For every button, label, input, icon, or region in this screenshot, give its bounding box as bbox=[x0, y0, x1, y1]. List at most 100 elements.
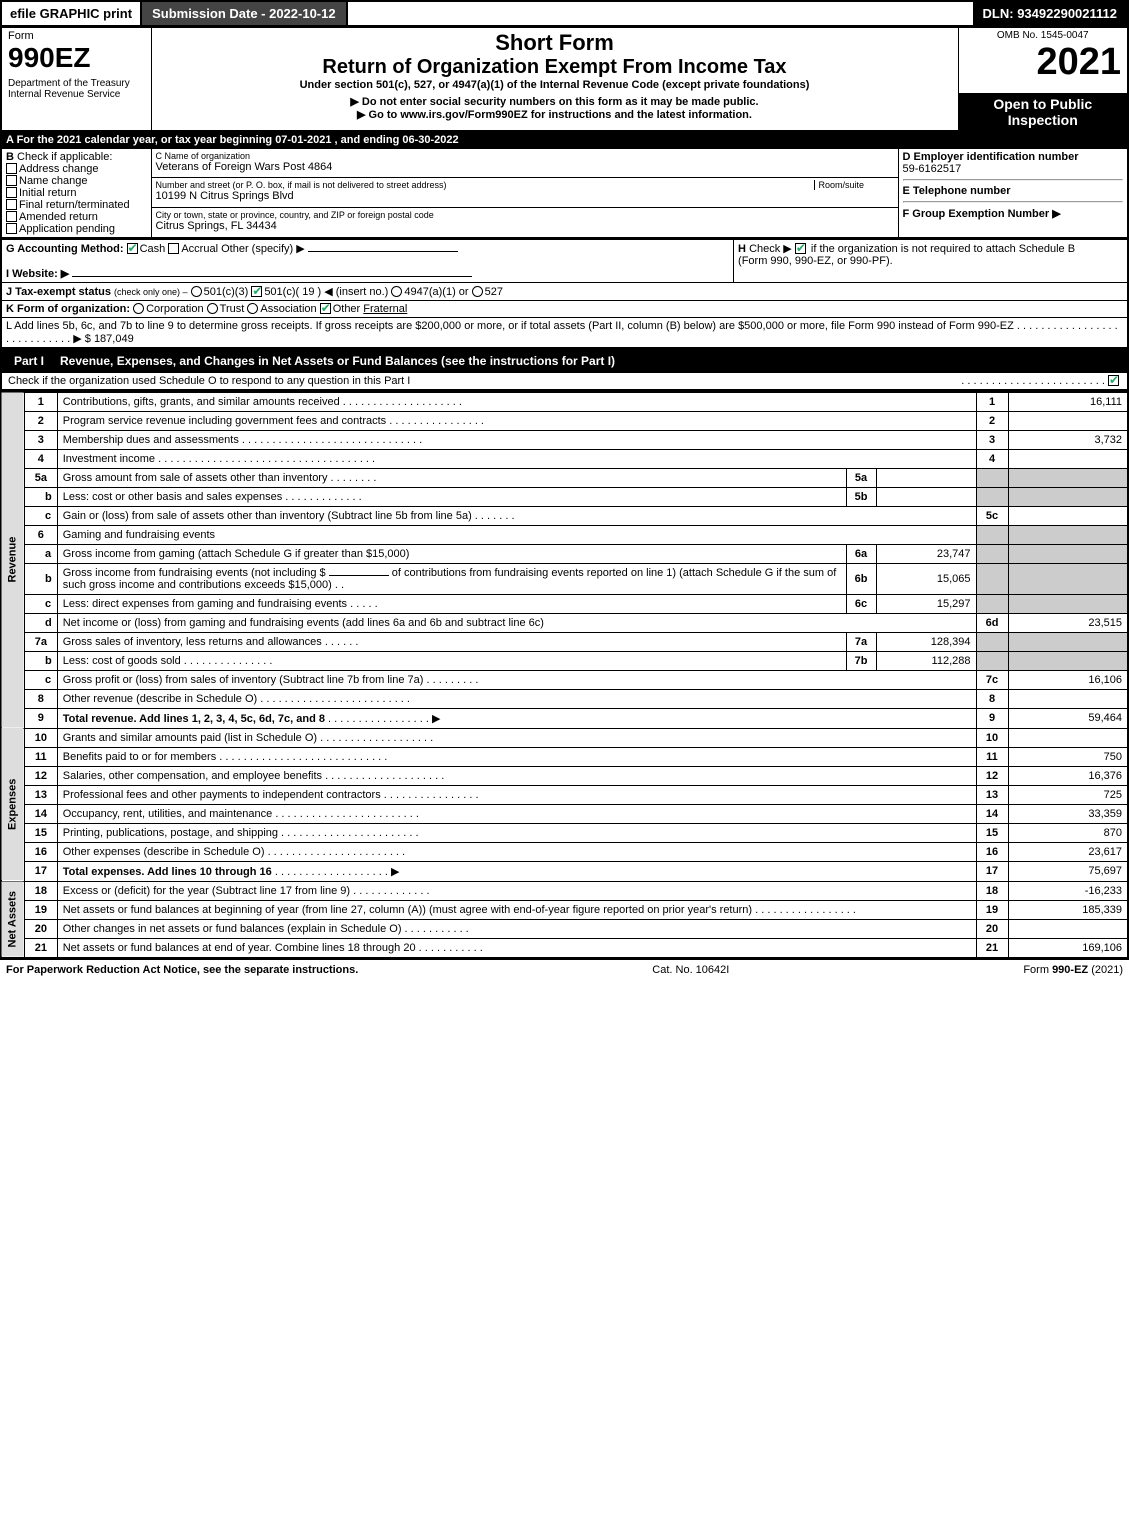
line-a-tax-year: A For the 2021 calendar year, or tax yea… bbox=[0, 132, 1129, 148]
row-21-desc: Net assets or fund balances at end of ye… bbox=[57, 938, 976, 958]
radio-trust[interactable] bbox=[207, 303, 218, 314]
row-11-num: 11 bbox=[25, 747, 58, 766]
line-k-label: K Form of organization: bbox=[6, 303, 130, 315]
row-7a-grey2 bbox=[1008, 632, 1128, 651]
row-9-lineno: 9 bbox=[976, 708, 1008, 728]
ssn-warning: ▶ Do not enter social security numbers o… bbox=[158, 95, 952, 108]
row-6c-inneramt: 15,297 bbox=[876, 594, 976, 613]
row-4-desc: Investment income . . . . . . . . . . . … bbox=[57, 449, 976, 468]
row-2-lineno: 2 bbox=[976, 411, 1008, 430]
row-8-num: 8 bbox=[25, 689, 58, 708]
checkbox-501c[interactable] bbox=[251, 286, 262, 297]
radio-4947a1[interactable] bbox=[391, 286, 402, 297]
row-3-desc: Membership dues and assessments . . . . … bbox=[57, 430, 976, 449]
row-6d-desc: Net income or (loss) from gaming and fun… bbox=[57, 613, 976, 632]
revenue-sidelabel: Revenue bbox=[1, 392, 25, 729]
row-10-num: 10 bbox=[25, 728, 58, 747]
checkbox-amended-return[interactable] bbox=[6, 211, 17, 222]
row-6b-num: b bbox=[25, 563, 58, 594]
row-5b-num: b bbox=[25, 487, 58, 506]
row-7b-num: b bbox=[25, 651, 58, 670]
row-20-desc: Other changes in net assets or fund bala… bbox=[57, 919, 976, 938]
label-name-change: Name change bbox=[19, 175, 88, 187]
row-5b-grey bbox=[976, 487, 1008, 506]
label-4947a1: 4947(a)(1) or bbox=[404, 286, 468, 298]
radio-527[interactable] bbox=[472, 286, 483, 297]
row-10-desc: Grants and similar amounts paid (list in… bbox=[57, 728, 976, 747]
radio-association[interactable] bbox=[247, 303, 258, 314]
street-value: 10199 N Citrus Springs Blvd bbox=[156, 190, 894, 202]
checkbox-application-pending[interactable] bbox=[6, 223, 17, 234]
row-6b-desc: Gross income from fundraising events (no… bbox=[57, 563, 846, 594]
row-9-desc: Total revenue. Add lines 1, 2, 3, 4, 5c,… bbox=[57, 708, 976, 728]
dln-label: DLN: 93492290021112 bbox=[973, 2, 1127, 25]
line-g-label: G Accounting Method: bbox=[6, 243, 124, 255]
row-12-num: 12 bbox=[25, 766, 58, 785]
row-8-amount bbox=[1008, 689, 1128, 708]
website-input[interactable] bbox=[72, 276, 472, 277]
part-1-header: Part I Revenue, Expenses, and Changes in… bbox=[0, 349, 1129, 373]
row-13-num: 13 bbox=[25, 785, 58, 804]
section-e-label: E Telephone number bbox=[903, 185, 1011, 197]
row-6a-innerline: 6a bbox=[846, 544, 876, 563]
row-20-num: 20 bbox=[25, 919, 58, 938]
label-association: Association bbox=[260, 303, 316, 315]
label-501c3: 501(c)(3) bbox=[204, 286, 249, 298]
row-14-amount: 33,359 bbox=[1008, 804, 1128, 823]
row-21-lineno: 21 bbox=[976, 938, 1008, 958]
row-7c-amount: 16,106 bbox=[1008, 670, 1128, 689]
row-21-amount: 169,106 bbox=[1008, 938, 1128, 958]
row-9-num: 9 bbox=[25, 708, 58, 728]
label-cash: Cash bbox=[140, 243, 166, 255]
checkbox-address-change[interactable] bbox=[6, 163, 17, 174]
checkbox-initial-return[interactable] bbox=[6, 187, 17, 198]
checkbox-other-org[interactable] bbox=[320, 303, 331, 314]
row-12-lineno: 12 bbox=[976, 766, 1008, 785]
label-other-method: Other (specify) ▶ bbox=[221, 243, 305, 255]
row-6b-blank[interactable] bbox=[329, 575, 389, 576]
row-18-lineno: 18 bbox=[976, 881, 1008, 900]
row-19-num: 19 bbox=[25, 900, 58, 919]
row-16-desc: Other expenses (describe in Schedule O) … bbox=[57, 842, 976, 861]
instructions-link[interactable]: ▶ Go to www.irs.gov/Form990EZ for instru… bbox=[158, 108, 952, 121]
row-1-num: 1 bbox=[25, 392, 58, 412]
row-5b-inneramt bbox=[876, 487, 976, 506]
row-5a-inneramt bbox=[876, 468, 976, 487]
line-h-text3: (Form 990, 990-EZ, or 990-PF). bbox=[738, 255, 893, 267]
row-17-desc: Total expenses. Add lines 10 through 16 … bbox=[57, 861, 976, 881]
label-accrual: Accrual bbox=[181, 243, 218, 255]
checkbox-schedule-b[interactable] bbox=[795, 243, 806, 254]
row-15-lineno: 15 bbox=[976, 823, 1008, 842]
section-b-label: B bbox=[6, 151, 14, 163]
row-20-lineno: 20 bbox=[976, 919, 1008, 938]
checkbox-schedule-o-part1[interactable] bbox=[1108, 375, 1119, 386]
footer-mid: Cat. No. 10642I bbox=[652, 964, 729, 976]
row-6-desc: Gaming and fundraising events bbox=[57, 525, 976, 544]
checkbox-accrual[interactable] bbox=[168, 243, 179, 254]
checkbox-final-return[interactable] bbox=[6, 199, 17, 210]
row-7b-desc: Less: cost of goods sold . . . . . . . .… bbox=[57, 651, 846, 670]
part-1-title: Revenue, Expenses, and Changes in Net As… bbox=[60, 354, 615, 368]
other-method-input[interactable] bbox=[308, 251, 458, 252]
row-16-num: 16 bbox=[25, 842, 58, 861]
efile-label[interactable]: efile GRAPHIC print bbox=[2, 2, 142, 25]
row-6b-inneramt: 15,065 bbox=[876, 563, 976, 594]
checkbox-cash[interactable] bbox=[127, 243, 138, 254]
line-h-text2: if the organization is not required to a… bbox=[811, 243, 1075, 255]
row-19-lineno: 19 bbox=[976, 900, 1008, 919]
row-1-lineno: 1 bbox=[976, 392, 1008, 412]
row-17-amount: 75,697 bbox=[1008, 861, 1128, 881]
label-501c: 501(c)( 19 ) ◀ (insert no.) bbox=[264, 286, 388, 298]
row-8-lineno: 8 bbox=[976, 689, 1008, 708]
radio-corporation[interactable] bbox=[133, 303, 144, 314]
radio-501c3[interactable] bbox=[191, 286, 202, 297]
row-7a-innerline: 7a bbox=[846, 632, 876, 651]
row-7a-desc: Gross sales of inventory, less returns a… bbox=[57, 632, 846, 651]
row-20-amount bbox=[1008, 919, 1128, 938]
row-12-amount: 16,376 bbox=[1008, 766, 1128, 785]
label-trust: Trust bbox=[220, 303, 245, 315]
row-6a-grey2 bbox=[1008, 544, 1128, 563]
label-initial-return: Initial return bbox=[19, 187, 76, 199]
checkbox-name-change[interactable] bbox=[6, 175, 17, 186]
row-6b-grey bbox=[976, 563, 1008, 594]
